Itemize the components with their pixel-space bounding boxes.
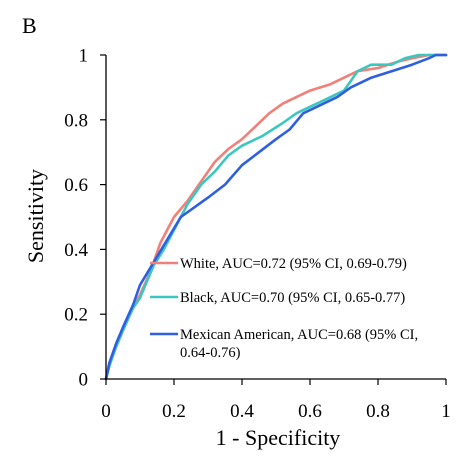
axes xyxy=(105,55,446,380)
legend-label-black: Black, AUC=0.70 (95% CI, 0.65-0.77) xyxy=(180,290,405,306)
tick-labels: 0 0.2 0.4 0.6 0.8 1 0 0.2 0.4 0.6 0.8 1 xyxy=(64,46,451,423)
x-tick-label: 1 xyxy=(441,401,451,422)
y-tick-label: 1 xyxy=(79,46,89,67)
roc-line-mexican xyxy=(104,53,448,381)
x-tick-label: 0.8 xyxy=(366,401,390,422)
legend-label-mexican: Mexican American, AUC=0.68 (95% CI, xyxy=(180,327,418,343)
roc-curves xyxy=(104,53,448,381)
ticks xyxy=(100,54,447,385)
legend-label-mexican: 0.64-0.76) xyxy=(180,345,241,361)
legend: White, AUC=0.72 (95% CI, 0.69-0.79) Black… xyxy=(150,256,418,361)
legend-label-white: White, AUC=0.72 (95% CI, 0.69-0.79) xyxy=(180,256,407,272)
x-tick-label: 0 xyxy=(101,401,111,422)
y-tick-label: 0.4 xyxy=(64,240,88,261)
y-tick-label: 0.8 xyxy=(64,110,88,131)
roc-line-black xyxy=(104,53,448,381)
y-tick-label: 0 xyxy=(79,370,89,391)
panel-label: B xyxy=(22,13,37,38)
x-tick-label: 0.2 xyxy=(162,401,186,422)
x-axis-title: 1 - Specificity xyxy=(216,425,341,450)
y-tick-label: 0.6 xyxy=(64,175,88,196)
x-tick-label: 0.4 xyxy=(230,401,254,422)
x-tick-label: 0.6 xyxy=(298,401,322,422)
y-axis-title: Sensitivity xyxy=(23,169,48,263)
y-tick-label: 0.2 xyxy=(64,305,88,326)
